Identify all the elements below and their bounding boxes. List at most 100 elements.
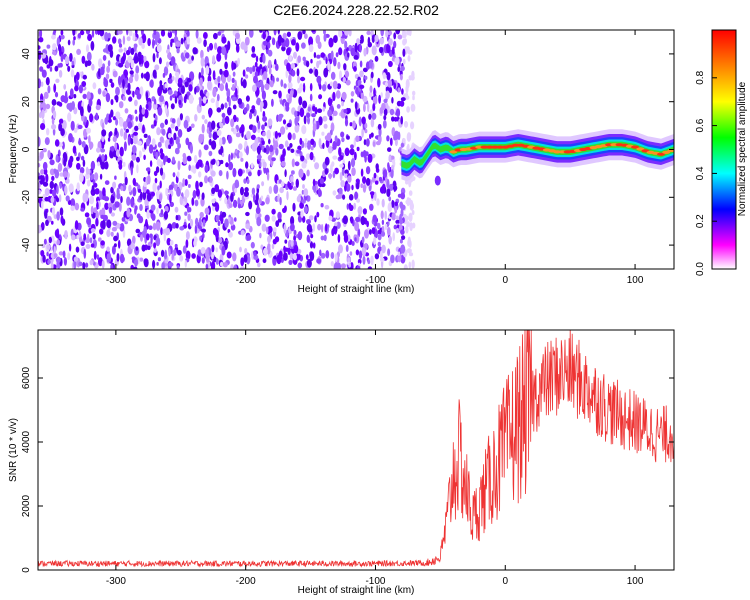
noise-speck bbox=[145, 91, 149, 102]
noise-speck bbox=[345, 183, 351, 192]
noise-speck bbox=[99, 66, 105, 76]
noise-speck bbox=[134, 56, 140, 63]
noise-speck bbox=[407, 239, 412, 247]
noise-speck bbox=[74, 220, 79, 230]
noise-speck bbox=[381, 102, 386, 111]
noise-speck bbox=[267, 59, 272, 69]
noise-speck bbox=[373, 236, 377, 245]
noise-speck bbox=[199, 211, 204, 219]
noise-speck bbox=[98, 257, 103, 267]
noise-speck bbox=[75, 246, 80, 253]
noise-speck bbox=[323, 33, 327, 42]
noise-speck bbox=[346, 203, 349, 210]
trace-core bbox=[631, 145, 640, 149]
noise-speck bbox=[73, 107, 78, 115]
noise-speck bbox=[80, 106, 84, 117]
noise-speck bbox=[138, 55, 142, 65]
noise-speck bbox=[189, 218, 194, 228]
noise-speck bbox=[212, 256, 217, 263]
noise-speck bbox=[43, 91, 49, 99]
noise-speck bbox=[237, 197, 241, 206]
noise-speck bbox=[41, 109, 45, 119]
noise-speck bbox=[412, 90, 416, 96]
noise-speck bbox=[78, 137, 81, 146]
noise-speck bbox=[122, 121, 128, 129]
noise-speck bbox=[412, 95, 415, 101]
noise-speck bbox=[51, 99, 57, 106]
noise-speck bbox=[215, 99, 219, 110]
noise-speck bbox=[343, 63, 347, 71]
noise-speck bbox=[391, 116, 395, 122]
noise-speck bbox=[393, 82, 397, 90]
noise-speck bbox=[382, 183, 386, 192]
x-tick-label: 100 bbox=[627, 576, 644, 587]
noise-speck bbox=[322, 84, 327, 92]
noise-speck bbox=[326, 132, 332, 142]
noise-speck bbox=[189, 144, 193, 154]
noise-speck bbox=[126, 207, 131, 218]
noise-speck bbox=[387, 221, 390, 226]
noise-speck bbox=[123, 132, 127, 141]
noise-speck bbox=[190, 123, 195, 129]
noise-speck bbox=[333, 35, 338, 44]
noise-speck bbox=[236, 117, 239, 122]
noise-speck bbox=[241, 131, 244, 138]
noise-speck bbox=[328, 173, 333, 179]
noise-speck bbox=[317, 187, 321, 198]
noise-speck bbox=[354, 221, 360, 232]
noise-speck bbox=[283, 252, 288, 261]
noise-speck bbox=[113, 235, 118, 242]
noise-speck bbox=[356, 265, 361, 269]
noise-speck bbox=[287, 247, 291, 255]
noise-speck bbox=[136, 93, 142, 100]
noise-speck bbox=[299, 107, 305, 118]
noise-speck bbox=[98, 237, 102, 242]
noise-speck bbox=[340, 180, 346, 188]
noise-speck bbox=[143, 55, 147, 63]
noise-speck bbox=[393, 40, 397, 49]
noise-speck bbox=[110, 231, 114, 237]
noise-speck bbox=[329, 98, 333, 104]
noise-speck bbox=[110, 82, 115, 88]
noise-speck bbox=[199, 97, 202, 108]
noise-speck bbox=[359, 84, 365, 90]
noise-speck bbox=[257, 169, 261, 177]
noise-speck bbox=[207, 80, 212, 91]
spectrogram-noise bbox=[38, 30, 416, 269]
noise-speck bbox=[407, 143, 410, 150]
noise-speck bbox=[355, 182, 360, 190]
noise-speck bbox=[263, 147, 267, 153]
noise-speck bbox=[217, 220, 221, 227]
noise-speck bbox=[126, 89, 131, 95]
noise-speck bbox=[308, 44, 314, 53]
noise-speck bbox=[407, 55, 411, 62]
noise-speck bbox=[350, 98, 354, 103]
noise-speck bbox=[230, 152, 234, 160]
noise-speck bbox=[185, 250, 191, 260]
noise-speck bbox=[157, 106, 163, 116]
noise-speck bbox=[138, 37, 143, 46]
noise-speck bbox=[243, 107, 248, 114]
noise-speck bbox=[159, 95, 165, 103]
noise-speck bbox=[53, 214, 58, 220]
noise-speck bbox=[391, 199, 395, 208]
noise-speck bbox=[274, 130, 278, 139]
noise-speck bbox=[47, 259, 51, 265]
noise-speck bbox=[156, 52, 159, 59]
noise-speck bbox=[332, 140, 337, 150]
noise-speck bbox=[185, 239, 189, 249]
noise-speck bbox=[49, 66, 53, 72]
noise-speck bbox=[330, 252, 335, 259]
noise-speck bbox=[161, 262, 165, 269]
noise-speck bbox=[213, 32, 218, 40]
noise-speck bbox=[303, 115, 307, 125]
noise-speck bbox=[77, 124, 83, 130]
noise-speck bbox=[263, 247, 268, 256]
noise-speck bbox=[130, 242, 136, 250]
noise-speck bbox=[200, 49, 204, 60]
noise-speck bbox=[339, 70, 342, 80]
noise-speck bbox=[333, 228, 337, 235]
noise-speck bbox=[410, 103, 416, 112]
noise-speck bbox=[91, 185, 95, 193]
noise-speck bbox=[100, 148, 106, 153]
